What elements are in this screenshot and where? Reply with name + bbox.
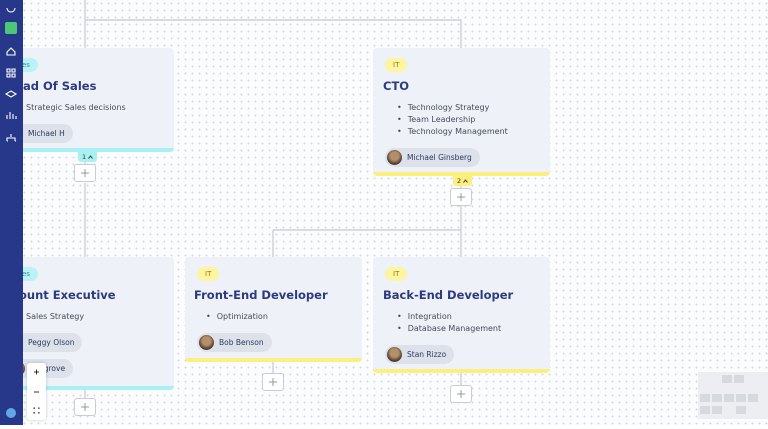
tag: IT — [197, 267, 220, 281]
stats-icon[interactable] — [6, 112, 17, 119]
learn-icon[interactable] — [4, 90, 18, 98]
zoom-controls — [27, 363, 46, 420]
person[interactable]: Stan Rizzo — [385, 345, 455, 364]
zoom-in[interactable] — [34, 369, 39, 375]
sidebar-icons — [4, 7, 18, 418]
item: Team Leadership — [397, 114, 508, 126]
add-button[interactable] — [450, 385, 472, 403]
person-name: Michael Ginsberg — [407, 153, 472, 162]
card[interactable]: IT Back-End Developer IntegrationDatabas… — [373, 257, 550, 373]
items: IntegrationDatabase Management — [397, 311, 501, 335]
card[interactable]: es ad Of Sales Strategic Sales decisions… — [0, 48, 174, 152]
count: 2 — [457, 177, 462, 185]
user-avatar[interactable] — [6, 408, 16, 418]
app-icon[interactable] — [5, 22, 17, 34]
card-title: ad Of Sales — [23, 79, 97, 93]
card-title: Front-End Developer — [194, 288, 328, 302]
person-name: Cosgrove — [30, 364, 66, 373]
fit-view[interactable] — [33, 407, 40, 414]
add-button[interactable] — [262, 373, 284, 391]
card-title: ount Executive — [19, 288, 116, 302]
item: Strategic Sales decisions — [26, 103, 126, 112]
grid-icon[interactable] — [6, 68, 16, 78]
item: Technology Strategy — [397, 102, 508, 114]
item: Technology Management — [397, 126, 508, 138]
add-button[interactable] — [74, 398, 96, 416]
org-icon[interactable] — [6, 134, 16, 142]
add-button[interactable] — [74, 164, 96, 182]
count: 1 — [82, 153, 87, 161]
item: Database Management — [397, 323, 501, 335]
person-name: Peggy Olson — [28, 338, 75, 347]
item: Optimization — [206, 311, 268, 323]
child-count[interactable]: 2 — [453, 176, 473, 186]
person[interactable]: Bob Benson — [197, 333, 272, 352]
sidebar — [0, 0, 23, 425]
card-title: Back-End Developer — [383, 288, 514, 302]
add-button[interactable] — [450, 188, 472, 206]
person[interactable]: Michael Ginsberg — [385, 148, 480, 167]
person-name: Stan Rizzo — [407, 350, 447, 359]
items: Sales Strategy — [26, 311, 84, 323]
logo[interactable] — [6, 7, 16, 13]
card[interactable]: IT Front-End Developer Optimization Bob … — [185, 257, 362, 362]
child-count[interactable]: 1 — [78, 152, 98, 162]
item: Integration — [397, 311, 501, 323]
items: Technology StrategyTeam LeadershipTechno… — [397, 102, 508, 138]
card-title: CTO — [383, 79, 410, 93]
person-name: Michael H — [28, 129, 65, 138]
items: Optimization — [206, 311, 268, 323]
tag: IT — [385, 58, 408, 72]
home-icon[interactable] — [6, 47, 16, 56]
card[interactable]: IT CTO Technology StrategyTeam Leadershi… — [373, 48, 550, 176]
minimap[interactable] — [698, 372, 768, 419]
items: Strategic Sales decisions — [26, 102, 126, 114]
person-name: Bob Benson — [219, 338, 264, 347]
item: Sales Strategy — [26, 312, 85, 321]
tag: IT — [385, 267, 408, 281]
